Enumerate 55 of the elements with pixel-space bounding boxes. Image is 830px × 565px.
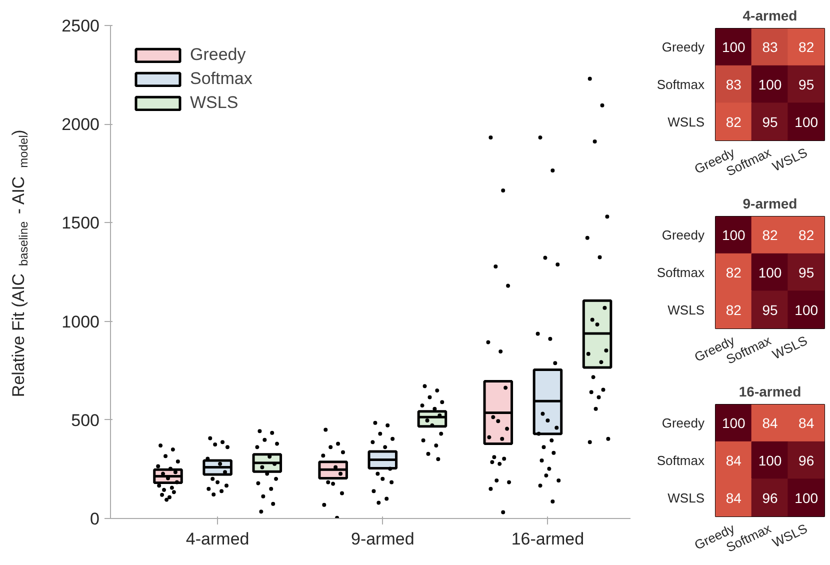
y-tick-label: 1000 [62,312,100,332]
data-label: 95 [798,76,814,92]
legend-label: Greedy [190,45,246,65]
chart-title: 9-armed [742,196,798,212]
data-label: 100 [758,76,782,92]
y-tick-label: 2500 [62,16,100,36]
x-tick-label: WSLS [770,520,810,550]
x-tick-label: 9-armed [350,530,414,548]
legend-label: Softmax [190,69,252,89]
data-label: 95 [762,302,778,318]
data-label: 100 [722,415,746,432]
x-tick-label: WSLS [770,332,810,362]
y-tick-label: Softmax [656,265,705,280]
data-label: 100 [794,114,818,130]
data-label: 100 [758,264,782,280]
data-label: 82 [762,227,778,244]
data-label: 100 [794,490,818,506]
data-label: 95 [762,114,778,130]
data-label: 83 [762,39,778,56]
y-tick-label: 500 [71,410,100,430]
data-label: 84 [726,452,742,468]
chart-title: 4-armed [742,8,798,24]
data-label: 100 [722,227,746,244]
data-label: 100 [794,302,818,318]
x-tick-label: 16-armed [511,530,584,548]
y-tick-label: WSLS [668,490,705,506]
data-label: 84 [798,415,814,432]
data-label: 95 [798,264,814,280]
y-tick-label: 2000 [62,115,100,134]
y-tick-label: Softmax [656,453,705,468]
y-tick-label: 1500 [62,214,100,233]
y-tick-label: Greedy [662,40,705,55]
y-tick-label: WSLS [668,302,705,318]
x-tick-label: WSLS [770,144,810,174]
data-label: 96 [798,452,814,468]
data-label: 83 [726,76,742,92]
y-tick-label: Softmax [656,77,705,92]
y-tick-label: 0 [90,510,100,528]
x-tick-label: 4-armed [186,530,250,548]
data-label: 82 [798,227,814,244]
data-label: 82 [726,264,742,280]
data-label: 82 [726,114,742,130]
y-tick-label: Greedy [662,228,705,243]
data-label: 82 [726,302,742,318]
data-label: 100 [758,452,782,468]
data-label: 82 [798,39,814,56]
data-label: 84 [726,490,742,506]
data-label: 100 [722,39,746,56]
data-label: 84 [762,415,778,432]
y-axis-title: Relative Fit (AICbaseline - AICmodel) [9,130,30,398]
legend-label: WSLS [190,93,238,113]
chart-title: 16-armed [738,384,802,400]
data-label: 96 [762,490,778,506]
y-tick-label: WSLS [668,114,705,130]
y-tick-label: Greedy [662,416,705,431]
